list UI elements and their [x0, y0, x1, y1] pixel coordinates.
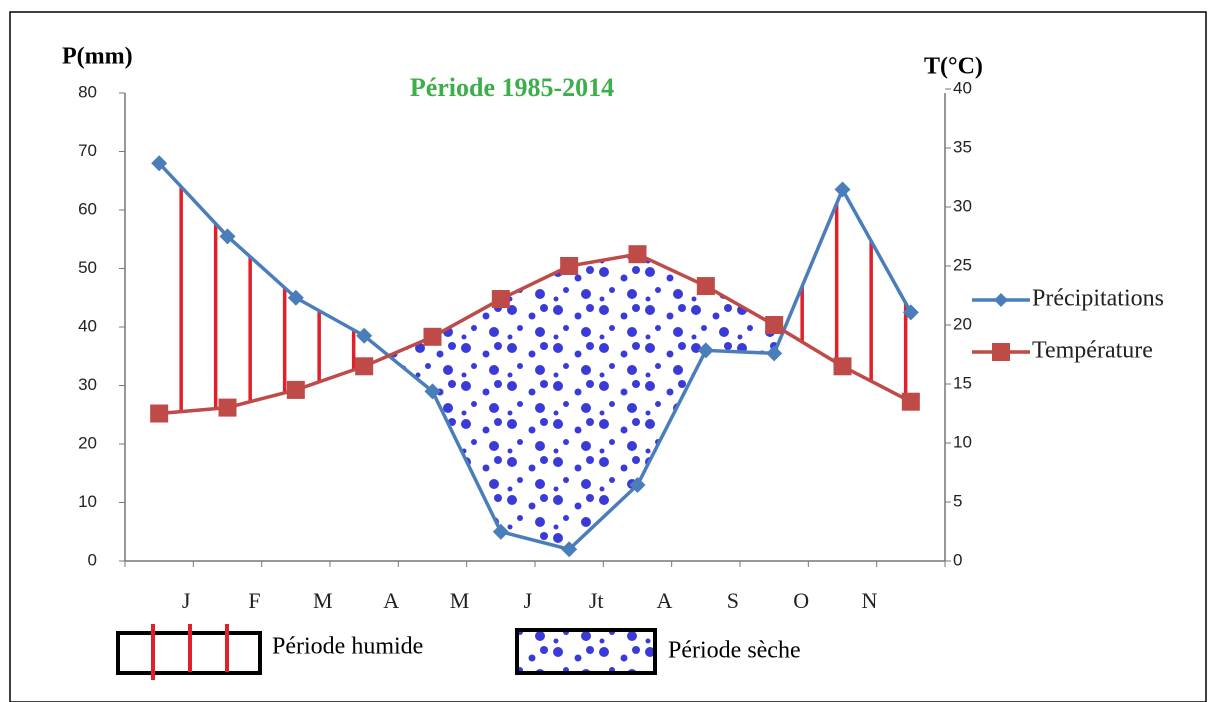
- y-tick-label: 20: [78, 433, 97, 452]
- y-tick-label: 50: [78, 258, 97, 277]
- y-tick-label: 40: [78, 316, 97, 335]
- marker: [834, 181, 851, 198]
- marker: [424, 383, 441, 400]
- marker: [491, 290, 510, 309]
- y-tick-label: 80: [78, 82, 97, 101]
- y-tick-label: 30: [78, 375, 97, 394]
- legend-label: Période sèche: [668, 638, 801, 664]
- x-tick-label: N: [862, 588, 878, 613]
- marker: [628, 245, 647, 264]
- x-tick-label: M: [450, 588, 470, 613]
- x-tick-label: A: [657, 588, 673, 613]
- marker: [286, 380, 305, 399]
- marker: [697, 342, 714, 359]
- legend-marker: [992, 343, 1010, 361]
- y2-tick-label: 35: [953, 137, 972, 156]
- y2-axis-label: T(°C): [924, 54, 983, 80]
- legend-label: Période humide: [272, 634, 423, 660]
- y2-tick-label: 10: [953, 432, 972, 451]
- marker: [287, 289, 304, 306]
- x-tick-label: J: [182, 588, 191, 613]
- series-line: [157, 162, 913, 552]
- series-line: [159, 252, 912, 416]
- marker: [150, 404, 169, 423]
- legend-humid: Période humide: [116, 624, 423, 680]
- dry-area: [159, 254, 911, 550]
- marker: [423, 327, 442, 346]
- y-tick-label: 10: [78, 492, 97, 511]
- marker: [218, 398, 237, 417]
- x-tick-label: O: [793, 588, 809, 613]
- marker: [560, 257, 579, 275]
- y2-tick-label: 15: [953, 373, 972, 392]
- marker: [561, 541, 578, 558]
- legend-box: [515, 628, 657, 675]
- x-tick-label: Jt: [589, 588, 604, 613]
- marker: [151, 155, 168, 172]
- marker: [492, 523, 509, 540]
- x-tick-label: J: [524, 588, 533, 613]
- marker: [901, 392, 920, 411]
- dry-fill: [159, 254, 911, 550]
- y2-tick-label: 40: [953, 78, 972, 97]
- y2-tick-label: 25: [953, 255, 972, 274]
- chart-title: Période 1985-2014: [410, 73, 614, 102]
- marker: [355, 357, 374, 376]
- frame: [9, 11, 1207, 702]
- y-tick-label: 70: [78, 141, 97, 160]
- y-axis-label: P(mm): [62, 44, 133, 70]
- marker: [765, 316, 784, 334]
- y-tick-label: 0: [88, 550, 97, 569]
- legend-label: Température: [1032, 338, 1153, 364]
- y2-tick-label: 5: [953, 491, 962, 510]
- legend-marker: [994, 293, 1008, 307]
- marker: [902, 304, 919, 321]
- marker: [356, 327, 373, 344]
- marker: [219, 228, 236, 245]
- marker: [629, 476, 646, 493]
- y2-tick-label: 0: [953, 550, 962, 569]
- y2-tick-label: 20: [953, 314, 972, 333]
- marker: [696, 277, 715, 296]
- x-tick-label: F: [248, 588, 260, 613]
- legend-dry: Période sèche: [515, 628, 801, 675]
- x-tick-label: A: [383, 588, 399, 613]
- legend-label: Précipitations: [1032, 286, 1164, 312]
- x-tick-label: M: [313, 588, 333, 613]
- marker: [833, 357, 852, 376]
- x-tick-label: S: [727, 588, 739, 613]
- y-tick-label: 60: [78, 199, 97, 218]
- y2-tick-label: 30: [953, 196, 972, 215]
- marker: [766, 345, 783, 362]
